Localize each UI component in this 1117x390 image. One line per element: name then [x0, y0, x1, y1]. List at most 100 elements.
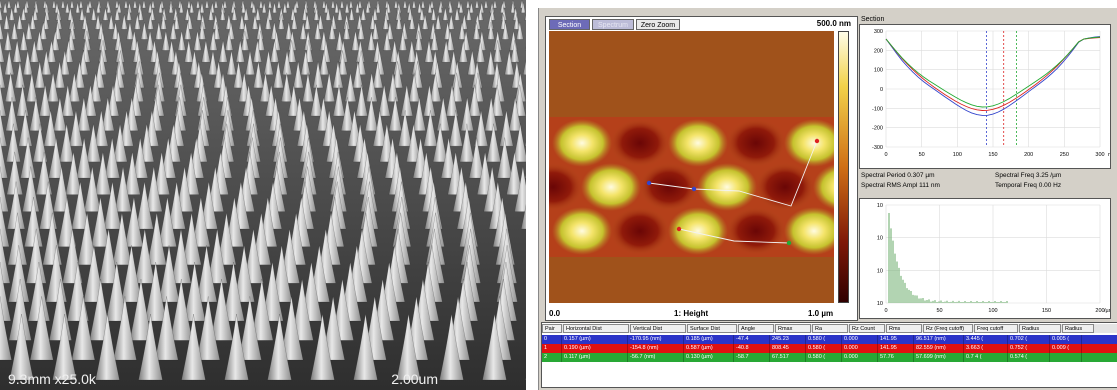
nanopillar — [183, 22, 192, 40]
nanopillar — [103, 181, 122, 230]
nanopillar — [332, 61, 344, 89]
nanopillar — [199, 2, 205, 14]
column-header[interactable]: Rz (Freq cutoff) — [923, 324, 973, 333]
nanopillar — [146, 212, 167, 266]
column-header[interactable]: Freq cutoff — [974, 324, 1018, 333]
nanopillar — [107, 14, 115, 30]
height-map-graphic — [549, 117, 834, 257]
y-tick-label: 100 — [874, 68, 883, 74]
nanopillar — [210, 279, 234, 341]
table-cell: 141.95 — [878, 344, 914, 353]
column-header[interactable]: Angle — [738, 324, 774, 333]
nanopillar — [441, 40, 451, 63]
nanopillar — [408, 72, 421, 102]
nanopillar — [32, 7, 39, 21]
nanopillar — [116, 2, 122, 14]
nanopillar — [22, 50, 33, 75]
zero-zoom-button[interactable]: Zero Zoom — [636, 19, 680, 30]
column-header[interactable]: Horizontal Dist — [563, 324, 629, 333]
nanopillar — [25, 228, 47, 284]
nanopillar — [106, 84, 120, 117]
nanopillar — [201, 40, 211, 63]
nanopillar — [216, 212, 237, 266]
nanopillar — [300, 50, 311, 75]
nanopillar — [3, 14, 11, 30]
nanopillar — [8, 7, 15, 21]
nanopillar — [119, 110, 134, 147]
nanopillar — [153, 72, 166, 102]
nanopillar — [348, 7, 355, 21]
nanopillar — [212, 22, 221, 40]
nanopillar — [43, 110, 58, 147]
z-range-label: 500.0 nm — [816, 19, 851, 28]
nanopillar — [418, 7, 426, 21]
column-header[interactable]: Ra — [812, 324, 848, 333]
nanopillar — [191, 196, 211, 247]
nanopillar — [195, 245, 218, 303]
nanopillar — [157, 196, 177, 247]
sem-scale-bar-label: 2.00um — [391, 371, 438, 387]
nanopillar — [482, 313, 507, 381]
nanopillar — [300, 151, 318, 195]
column-header[interactable]: Rms — [886, 324, 922, 333]
section-profile-graph[interactable]: 300 200 100 0 -100 -200 -300 0 50 100 150 200 250 300… — [859, 24, 1116, 169]
nanopillar — [120, 14, 128, 30]
spectrum-button[interactable]: Spectrum — [592, 19, 634, 30]
nanopillar — [313, 22, 322, 40]
nanopillar — [41, 50, 52, 75]
nanopillar — [364, 97, 379, 132]
table-cell: 0.7 4 ( — [964, 353, 1008, 362]
nanopillar — [15, 0, 21, 9]
nanopillar — [504, 50, 515, 75]
column-header[interactable]: Rz Count — [849, 324, 885, 333]
cursor-marker — [646, 180, 652, 186]
channel-label: 1: Height — [674, 309, 709, 318]
nanopillar — [59, 50, 70, 75]
height-peak — [784, 207, 834, 255]
nanopillar — [224, 30, 234, 51]
y-tick-label: 10 — [877, 301, 883, 307]
nanopillar — [82, 30, 92, 51]
table-row[interactable]: 0 0.157 (µm) -170.95 (nm) 0.185 (µm) -47.4 24… — [542, 335, 1117, 344]
nanopillar — [43, 2, 50, 14]
nanopillar — [344, 72, 357, 102]
nanopillar — [204, 0, 210, 9]
height-map[interactable] — [549, 31, 834, 303]
nanopillar — [313, 7, 320, 21]
x-tick-label: 0 — [884, 308, 887, 314]
sem-magnification-label: 9.3mm x25.0k — [8, 371, 96, 387]
nanopillar — [68, 72, 81, 102]
nanopillar — [396, 313, 421, 381]
nanopillar — [181, 212, 202, 266]
nanopillar — [355, 84, 368, 117]
nanopillar — [220, 110, 235, 147]
nanopillar — [87, 0, 93, 9]
nanopillar — [16, 84, 29, 117]
y-tick-label: 10 — [877, 236, 883, 242]
nanopillar — [429, 72, 442, 102]
column-header[interactable]: Pair — [542, 324, 562, 333]
section-button[interactable]: Section — [549, 19, 590, 30]
nanopillar — [423, 110, 438, 147]
table-row[interactable]: 2 0.117 (µm) -56.7 (nm) 0.130 (µm) -58.7 67.5… — [542, 353, 1117, 362]
table-row[interactable]: 1 0.190 (µm) -154.8 (nm) 0.587 (µm) -40.8 808… — [542, 344, 1117, 353]
x-tick-label: 200 — [1095, 308, 1104, 314]
nanopillar — [524, 139, 526, 147]
column-header[interactable]: Rmax — [775, 324, 811, 333]
nanopillar — [333, 2, 340, 14]
column-header[interactable]: Radius — [1062, 324, 1094, 333]
column-header[interactable]: Surface Dist — [687, 324, 737, 333]
column-header[interactable]: Vertical Dist — [630, 324, 686, 333]
nanopillar — [486, 14, 495, 30]
nanopillar — [393, 50, 404, 75]
x-tick-label: 250 — [1060, 152, 1069, 158]
nanopillar — [6, 0, 12, 9]
nanopillar — [471, 61, 483, 89]
nanopillar — [424, 40, 434, 63]
height-peak — [668, 119, 728, 167]
nanopillar — [342, 22, 351, 40]
table-cell: 0.190 (µm) — [562, 344, 628, 353]
column-header[interactable]: Radius — [1019, 324, 1061, 333]
y-tick-label: 0 — [880, 87, 883, 93]
